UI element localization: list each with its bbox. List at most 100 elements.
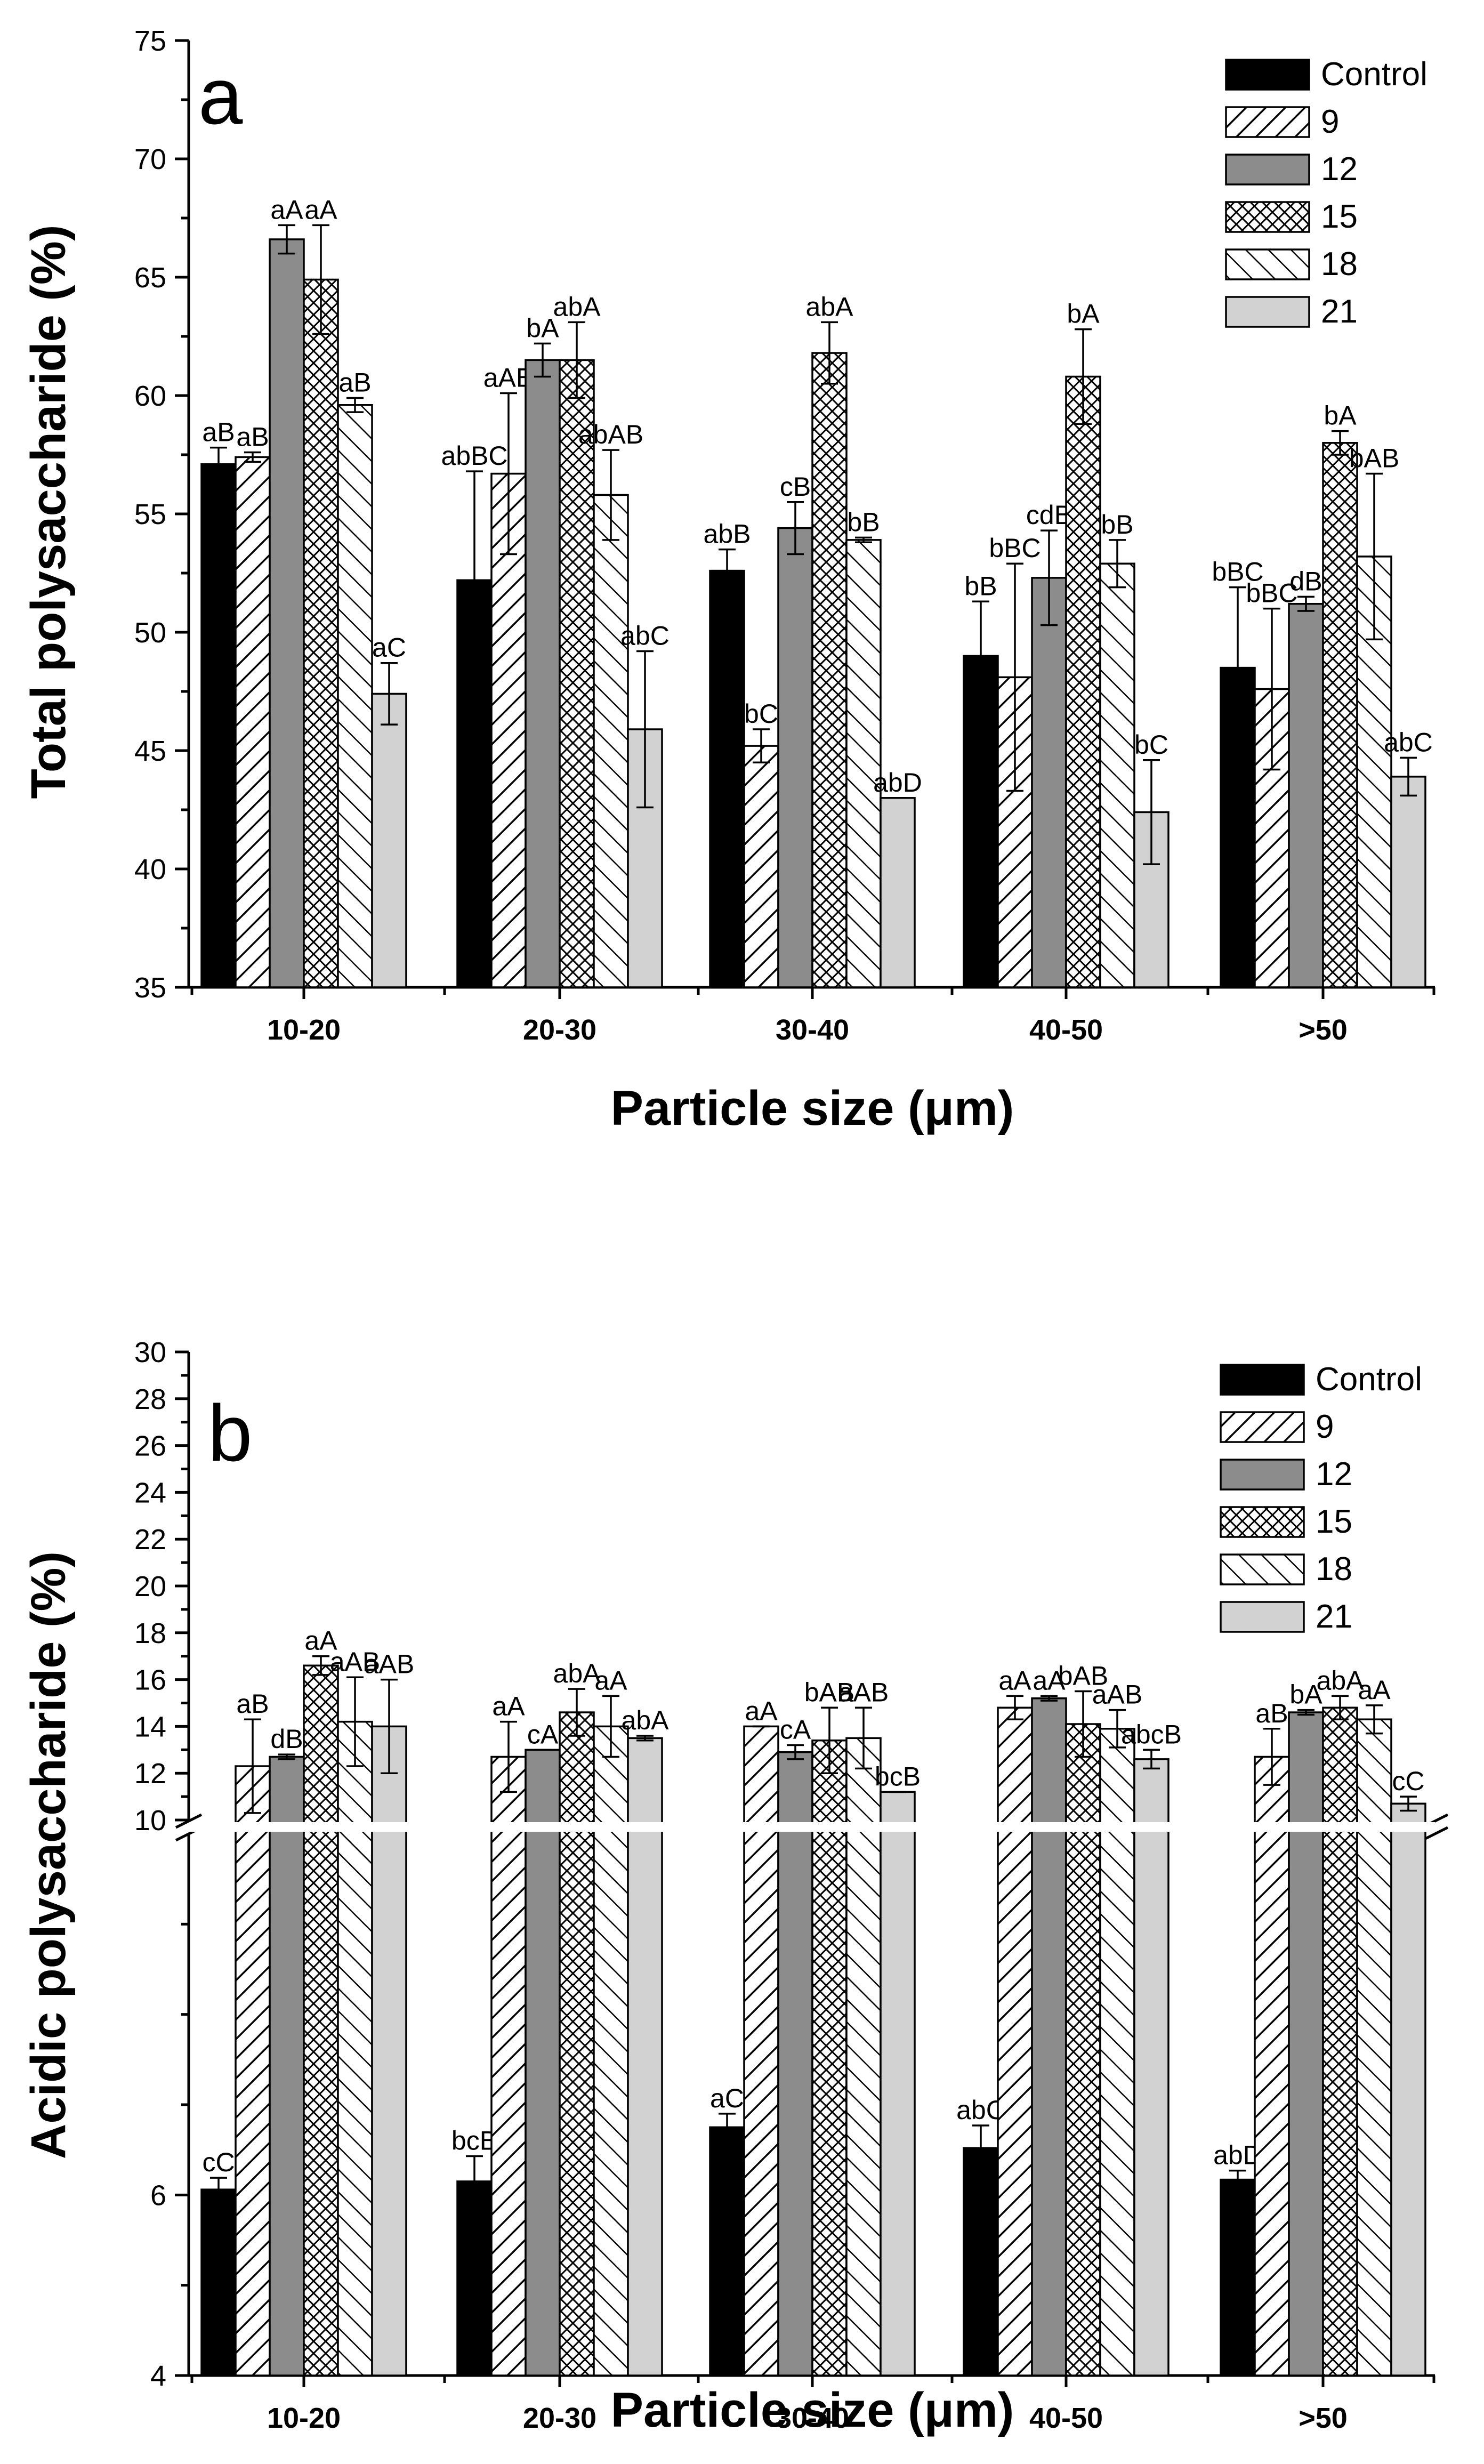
panel-b-bar	[1322, 1706, 1358, 2377]
panel-a-legend-label: 18	[1321, 246, 1358, 283]
panel-b-y-tick-label: 14	[134, 1711, 166, 1743]
panel-a-x-tick-label: 40-50	[1029, 1014, 1103, 1046]
panel-a-y-tick-label: 40	[134, 853, 166, 885]
panel-b-axis-break-band	[190, 1822, 1435, 1832]
panel-b-y-tick-label: 28	[134, 1383, 166, 1415]
panel-b-legend-label: 18	[1316, 1551, 1352, 1588]
panel-a-bar-label: aA	[304, 195, 337, 224]
panel-b-bar-label: aC	[710, 2083, 744, 2113]
panel-a-bar	[559, 359, 595, 988]
panel-b-legend-label: 9	[1316, 1408, 1334, 1445]
panel-b-bar-label: bcB	[875, 1761, 921, 1791]
panel-a-legend-label: 15	[1321, 198, 1358, 235]
panel-b-bar-label: aA	[998, 1665, 1031, 1695]
panel-b-bar	[593, 1725, 629, 2377]
panel-b-bar-label: bcB	[451, 2126, 497, 2156]
panel-b-y-tick-label: 10	[134, 1805, 166, 1837]
panel-a-bar	[1065, 375, 1101, 988]
panel-b-bar-label: bAB	[1058, 1661, 1109, 1691]
panel-a-bar-label: bB	[1101, 510, 1133, 539]
panel-b-legend-swatch	[1220, 1364, 1305, 1396]
panel-b-bar	[525, 1749, 561, 2377]
panel-b-bar-label: aAB	[1092, 1680, 1143, 1710]
panel-a-bar	[777, 527, 813, 988]
panel-a-legend-label: 21	[1321, 293, 1358, 330]
panel-a-x-tick-label: 20-30	[523, 1014, 596, 1046]
panel-b-bar	[880, 1791, 916, 2377]
panel-a-bar-label: abAB	[578, 420, 643, 449]
panel-a-bar-label: cdB	[1026, 500, 1072, 530]
panel-b-bar-label: aA	[304, 1626, 337, 1656]
panel-a-letter: a	[198, 51, 243, 141]
panel-a-legend-label: 9	[1321, 103, 1339, 140]
panel-a-legend-label: Control	[1321, 56, 1427, 93]
panel-b-bar	[1065, 1723, 1101, 2377]
panel-a-legend-label: 12	[1321, 151, 1358, 188]
panel-a-legend: Control 9 12 15 18 21	[1225, 56, 1427, 330]
panel-a-bar-label: cB	[780, 472, 811, 502]
panel-a-bar	[269, 238, 305, 988]
panel-a-bar-label: aC	[372, 633, 406, 663]
panel-b-y-tick-label: 30	[134, 1336, 166, 1368]
panel-a-bar	[303, 278, 339, 988]
panel-b-bar-label: aA	[745, 1696, 778, 1726]
panel-b-legend-swatch	[1220, 1411, 1305, 1443]
panel-b-bar	[1254, 1756, 1290, 2377]
panel-a-y-tick-label: 50	[134, 617, 166, 649]
panel-b-bar	[811, 1739, 848, 2377]
panel-b-x-tick-label: >50	[1298, 2402, 1348, 2434]
panel-a-bar	[811, 352, 848, 988]
panel-b-legend-swatch	[1220, 1601, 1305, 1633]
panel-b-y-tick-label: 24	[134, 1477, 166, 1509]
panel-b-legend-swatch	[1220, 1553, 1305, 1585]
panel-b-bar-label: aAB	[838, 1677, 889, 1707]
panel-b-bar	[1356, 1718, 1392, 2377]
panel-a-bar	[1031, 577, 1067, 988]
panel-b-bar	[777, 1751, 813, 2377]
panel-a-bar-label: aB	[338, 367, 371, 397]
panel-b-bar	[997, 1706, 1033, 2377]
panel-a-bar	[200, 463, 237, 988]
panel-b-bar	[1220, 2178, 1256, 2377]
chart-panel-a: a Total polysaccharide (%) Particle size…	[21, 25, 1435, 1136]
panel-b-letter: b	[208, 1388, 252, 1478]
panel-b-x-tick-label: 10-20	[267, 2402, 341, 2434]
panel-a-bar	[709, 569, 745, 988]
panel-b-bar	[963, 2147, 999, 2377]
panel-a-x-tick-label: 10-20	[267, 1014, 341, 1046]
panel-b-bar	[1133, 1758, 1170, 2377]
panel-b-bar	[456, 2180, 493, 2377]
panel-b-bar-label: aA	[1033, 1665, 1066, 1695]
panel-b-bar-label: abA	[622, 1705, 670, 1735]
panel-b-bar	[743, 1725, 779, 2377]
panel-a-bar-label: bBC	[989, 533, 1041, 563]
panel-b-bar-label: abA	[1317, 1665, 1365, 1695]
panel-b-y-axis-title: Acidic polysaccharide (%)	[21, 1551, 76, 2159]
panel-a-legend-swatch	[1225, 296, 1310, 328]
panel-b-bar-label: aB	[236, 1689, 269, 1719]
panel-b-bar	[200, 2188, 237, 2377]
panel-a-x-tick-label: >50	[1298, 1014, 1348, 1046]
panel-b-bar-label: bA	[1289, 1680, 1322, 1710]
panel-a-y-tick-label: 75	[134, 25, 166, 57]
panel-b-y-tick-label: 12	[134, 1758, 166, 1790]
panel-a-bar	[880, 797, 916, 988]
panel-a-bar-label: dB	[1289, 566, 1322, 596]
panel-b-legend-label: 12	[1316, 1456, 1352, 1493]
panel-a-bar-label: aB	[236, 422, 269, 452]
panel-b-y-tick-label: 4	[150, 2360, 166, 2392]
panel-b-bar	[845, 1737, 882, 2377]
panel-b-bar	[1390, 1802, 1426, 2377]
panel-b-legend-label: 21	[1316, 1598, 1352, 1635]
panel-a-legend-swatch	[1225, 201, 1310, 233]
panel-a-y-axis-title: Total polysaccharide (%)	[21, 224, 76, 799]
panel-a-y-tick-label: 60	[134, 380, 166, 412]
panel-a-bar-label: bA	[1324, 401, 1357, 431]
panel-a-legend-swatch	[1225, 154, 1310, 186]
panel-b-bar-label: cA	[527, 1719, 559, 1749]
panel-a-bar	[371, 693, 407, 988]
panel-b-x-tick-label: 40-50	[1029, 2402, 1103, 2434]
panel-b-legend-swatch	[1220, 1506, 1305, 1538]
chart-panel-b: b Acidic polysaccharide (%) Particle siz…	[21, 1336, 1449, 2437]
